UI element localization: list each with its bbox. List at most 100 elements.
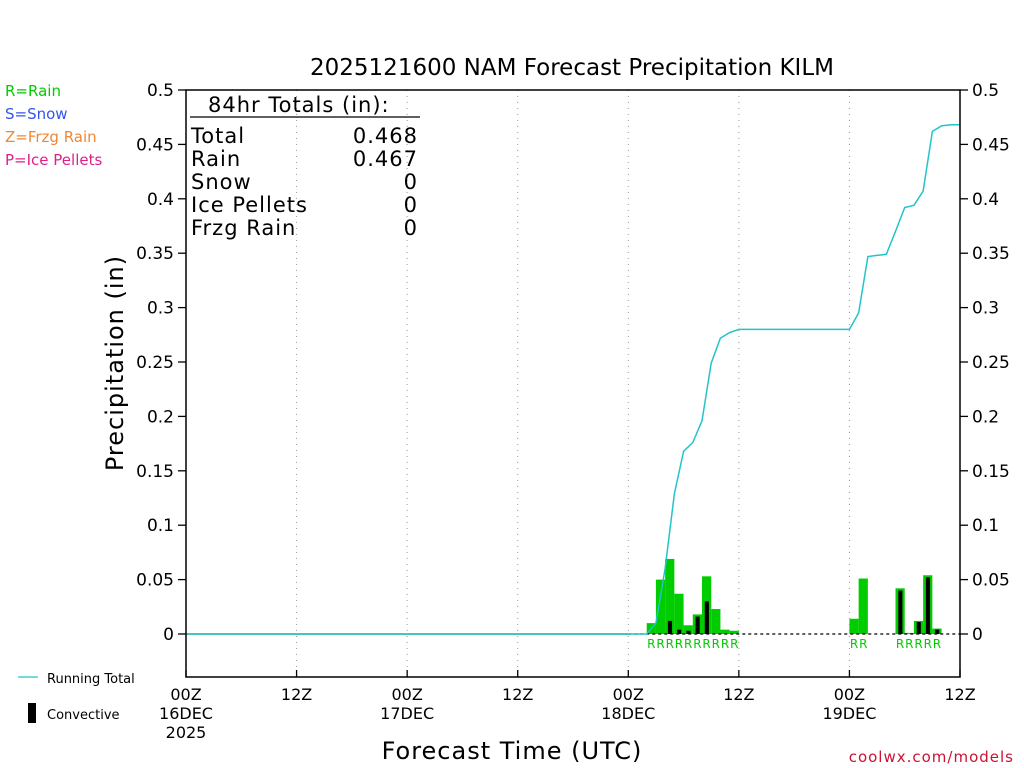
totals-row-label: Rain	[191, 147, 241, 171]
y-tick-label-right: 0.45	[972, 135, 1010, 155]
totals-row-label: Frzg Rain	[191, 216, 296, 240]
ptype-legend: R=Rain S=Snow Z=Frzg Rain P=Ice Pellets	[5, 82, 102, 169]
y-tick-label-right: 0	[972, 625, 983, 645]
convective-bar	[686, 630, 691, 634]
ptype-marker: R	[933, 637, 941, 651]
totals-row-label: Ice Pellets	[191, 193, 308, 217]
convective-bar	[695, 616, 700, 634]
y-tick-label-left: 0.1	[147, 516, 174, 536]
x-tick-label: 00Z	[170, 685, 201, 704]
x-tick-label: 00Z	[613, 685, 644, 704]
precip-bar	[674, 593, 684, 634]
ptype-marker: R	[712, 637, 720, 651]
precip-bar	[665, 558, 675, 634]
running-total-legend-label: Running Total	[47, 672, 135, 687]
convective-bar	[704, 601, 709, 634]
convective-swatch	[28, 703, 36, 723]
ptype-marker: R	[693, 637, 701, 651]
precip-bar	[849, 618, 859, 634]
y-axis-label: Precipitation (in)	[101, 255, 129, 471]
precip-bar	[683, 625, 693, 634]
precip-bar	[711, 608, 721, 634]
y-tick-label-right: 0.1	[972, 516, 999, 536]
credit-text: coolwx.com/models	[849, 748, 1014, 766]
y-tick-label-right: 0.3	[972, 299, 999, 319]
convective-bar	[925, 577, 931, 634]
ptype-marker: R	[656, 637, 664, 651]
y-tick-label-right: 0.2	[972, 407, 999, 427]
ptype-marker: R	[684, 637, 692, 651]
plot-frame	[185, 89, 961, 678]
y-tick-label-right: 0.05	[972, 571, 1010, 591]
ptype-marker: R	[702, 637, 710, 651]
ptype-legend-item: S=Snow	[5, 105, 68, 123]
ptype-marker: R	[850, 637, 858, 651]
bars	[646, 558, 942, 634]
ptype-marker: R	[721, 637, 729, 651]
y-axis-right: 0 0.05 0.1 0.15 0.2 0.25 0.3 0.35 0.4 0.45 0.5	[960, 81, 1010, 645]
x-tick-label: 00Z	[834, 685, 865, 704]
y-axis-left: 0 0.05 0.1 0.15 0.2 0.25 0.3 0.35 0.4 0.45 0.5	[136, 81, 186, 645]
y-tick-label-right: 0.5	[972, 81, 999, 101]
y-tick-label-left: 0.25	[136, 353, 174, 373]
ptype-marker: R	[905, 637, 913, 651]
ptype-legend-item: Z=Frzg Rain	[5, 128, 97, 146]
x-tick-label: 12Z	[281, 685, 312, 704]
ptype-marker: R	[924, 637, 932, 651]
x-tick-label: 12Z	[944, 685, 975, 704]
y-tick-label-left: 0	[163, 625, 174, 645]
convective-legend-label: Convective	[47, 708, 120, 723]
ptype-legend-item: R=Rain	[5, 82, 61, 100]
ptype-marker: R	[730, 637, 738, 651]
convective-bar	[677, 629, 682, 634]
ptype-marker: R	[647, 637, 655, 651]
x-tick-label: 12Z	[502, 685, 533, 704]
totals-heading: 84hr Totals (in):	[208, 93, 390, 117]
ptype-marker: R	[914, 637, 922, 651]
precip-bar	[904, 632, 914, 634]
convective-bar	[916, 622, 921, 634]
x-tick-label: 17DEC	[380, 704, 434, 723]
x-tick-label: 16DEC	[159, 704, 213, 723]
convective-bar	[898, 590, 903, 634]
ptype-marker: R	[896, 637, 904, 651]
y-tick-label-right: 0.15	[972, 462, 1010, 482]
running-total-polyline	[186, 124, 960, 635]
y-tick-label-left: 0.35	[136, 244, 174, 264]
gridlines	[296, 90, 850, 677]
totals-row-value: 0.468	[353, 124, 418, 148]
precip-bar	[729, 630, 739, 634]
running-total-line	[186, 124, 960, 635]
y-tick-label-left: 0.2	[147, 407, 174, 427]
convective-bar	[667, 620, 673, 634]
y-tick-label-left: 0.5	[147, 81, 174, 101]
x-tick-label: 18DEC	[601, 704, 655, 723]
y-tick-label-right: 0.4	[972, 190, 999, 210]
y-tick-label-left: 0.15	[136, 462, 174, 482]
chart-title: 2025121600 NAM Forecast Precipitation KI…	[310, 55, 834, 81]
precip-bar	[720, 629, 730, 634]
y-tick-label-left: 0.45	[136, 135, 174, 155]
ptype-marker: R	[666, 637, 674, 651]
x-tick-label: 12Z	[723, 685, 754, 704]
totals-row-label: Total	[190, 124, 245, 148]
x-tick-label: 2025	[166, 723, 207, 742]
totals-row-label: Snow	[191, 170, 252, 194]
ptype-marker: R	[859, 637, 867, 651]
precip-bar	[858, 578, 868, 634]
y-tick-label-right: 0.35	[972, 244, 1010, 264]
ptype-marker: R	[675, 637, 683, 651]
x-tick-label: 00Z	[391, 685, 422, 704]
series-legend: Running Total Convective	[18, 672, 135, 723]
y-tick-label-right: 0.25	[972, 353, 1010, 373]
precip-bar	[655, 579, 666, 634]
x-tick-label: 19DEC	[822, 704, 876, 723]
totals-row-value: 0.467	[353, 147, 418, 171]
y-tick-label-left: 0.4	[147, 190, 174, 210]
convective-bar	[935, 629, 940, 634]
totals-box: 84hr Totals (in): Total 0.468 Rain 0.467 Snow…	[190, 93, 420, 240]
y-tick-label-left: 0.3	[147, 299, 174, 319]
